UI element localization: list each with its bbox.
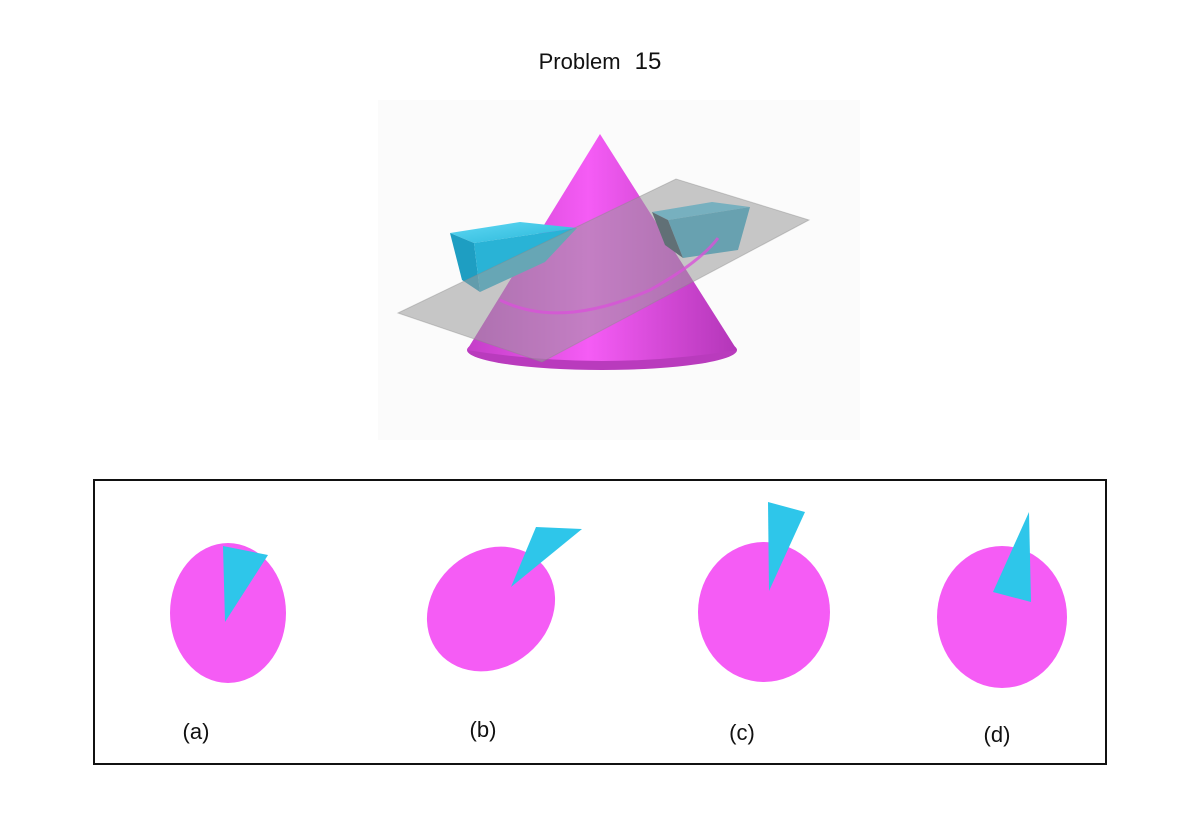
option-b-label[interactable]: (b) bbox=[469, 717, 497, 742]
option-a-wedge bbox=[223, 546, 268, 622]
option-b-ellipse bbox=[426, 546, 556, 672]
option-b-shape[interactable] bbox=[402, 521, 582, 697]
option-d-label[interactable]: (d) bbox=[983, 722, 1011, 747]
problem-title: Problem 15 bbox=[0, 48, 1200, 88]
problem-number: 15 bbox=[634, 48, 662, 75]
option-c-ellipse bbox=[698, 542, 830, 682]
option-d-shape[interactable] bbox=[937, 512, 1067, 688]
answer-options-shapes bbox=[170, 502, 1067, 697]
option-c-label[interactable]: (c) bbox=[729, 720, 755, 745]
section-curve bbox=[499, 237, 720, 315]
option-a-shape[interactable] bbox=[170, 543, 286, 683]
option-d-ellipse bbox=[937, 546, 1067, 688]
cutting-plane bbox=[396, 178, 811, 363]
option-a-label[interactable]: (a) bbox=[182, 719, 210, 744]
option-c-shape[interactable] bbox=[698, 502, 830, 682]
option-c-wedge bbox=[768, 502, 805, 591]
option-d-wedge bbox=[993, 512, 1031, 602]
wedge-left-top bbox=[450, 222, 577, 243]
problem-title-label: Problem bbox=[538, 49, 621, 74]
option-b-wedge bbox=[511, 527, 582, 587]
answer-options-box: (a) (b) (c) (d) bbox=[93, 479, 1107, 765]
